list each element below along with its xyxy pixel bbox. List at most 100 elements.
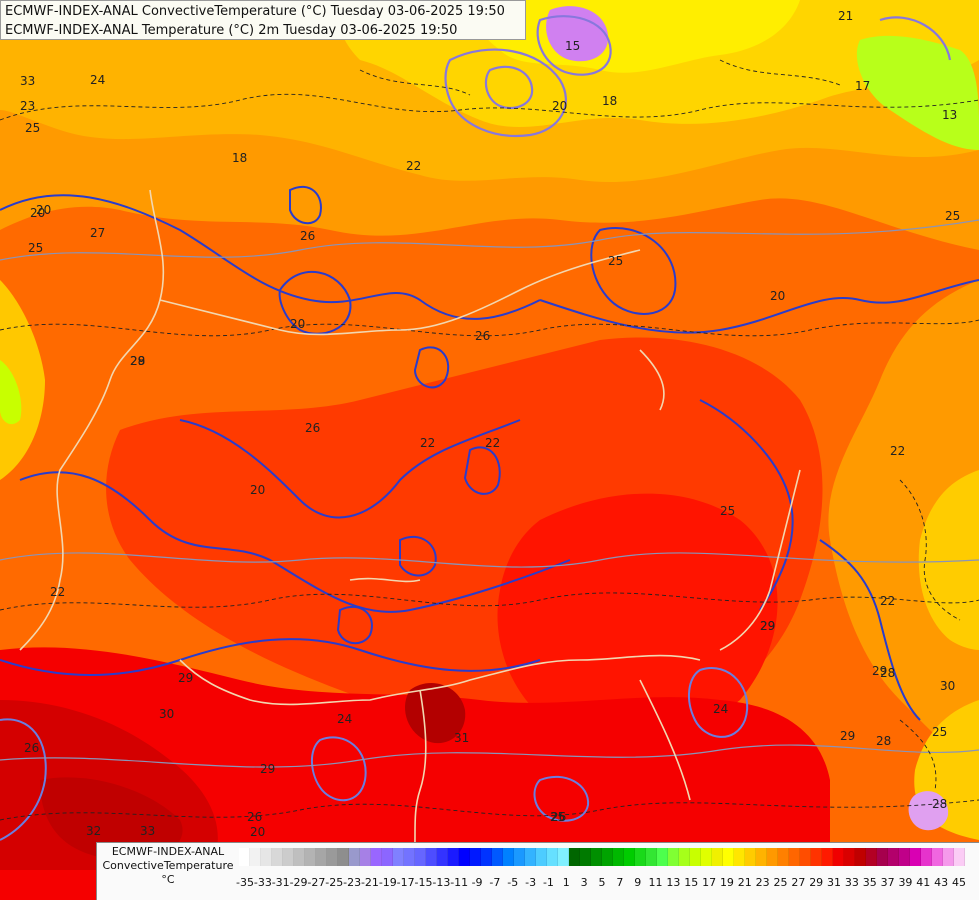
legend-swatch [393, 848, 404, 866]
legend-tick-label: 1 [562, 876, 570, 889]
legend-tick-label: 15 [684, 876, 699, 889]
legend-swatch [888, 848, 899, 866]
legend-swatch [470, 848, 481, 866]
contour-value-label: 25 [28, 241, 43, 255]
contour-value-label: 26 [551, 810, 566, 824]
contour-value-label: 26 [24, 741, 39, 755]
legend-tick-label: 5 [598, 876, 606, 889]
contour-value-label: 30 [940, 679, 955, 693]
contour-value-label: 26 [305, 421, 320, 435]
legend-swatch [624, 848, 635, 866]
legend-swatch [371, 848, 382, 866]
contour-value-label: 22 [406, 159, 421, 173]
field-east-yellow [918, 470, 979, 650]
contour-value-label: 25 [550, 810, 565, 824]
legend-swatch [580, 848, 591, 866]
legend-swatch [536, 848, 547, 866]
legend-tick-label: -5 [507, 876, 519, 889]
legend-tick-label: -1 [542, 876, 554, 889]
legend-swatch [899, 848, 910, 866]
legend-swatch [877, 848, 888, 866]
legend-swatch [316, 848, 327, 866]
legend-swatch [701, 848, 712, 866]
legend-swatch [800, 848, 811, 866]
legend-tick-label: -11 [450, 876, 469, 889]
legend-swatch [756, 848, 767, 866]
contour-value-label: 26 [300, 229, 315, 243]
contour-value-label: 23 [20, 99, 35, 113]
field-northeast-green [856, 35, 979, 150]
contour-value-label: 20 [290, 317, 305, 331]
legend-tick-label: 19 [719, 876, 734, 889]
map-title-box: ECMWF-INDEX-ANAL ConvectiveTemperature (… [0, 0, 526, 40]
legend-tick-label: 17 [702, 876, 717, 889]
legend-swatch [855, 848, 866, 866]
legend-swatch [283, 848, 294, 866]
legend-swatch [723, 848, 734, 866]
legend-swatch [844, 848, 855, 866]
legend-swatch [954, 848, 965, 866]
legend-swatch [382, 848, 393, 866]
contour-labels: 33 24232526182022211713151820252720262928… [20, 9, 960, 839]
legend-tick-label: 31 [827, 876, 842, 889]
contour-value-label: 28 [876, 734, 891, 748]
legend-tick-label: -29 [289, 876, 308, 889]
contour-value-label: 29 [840, 729, 855, 743]
legend-swatch [767, 848, 778, 866]
legend-swatch [668, 848, 679, 866]
legend-swatch [613, 848, 624, 866]
legend-tick-label: 41 [916, 876, 931, 889]
legend-swatch [338, 848, 349, 866]
legend-tick-label: -23 [343, 876, 362, 889]
contour-value-label: 29 [130, 354, 145, 368]
legend-swatch [657, 848, 668, 866]
contour-value-label: 29 [260, 762, 275, 776]
contour-value-label: 25 [720, 504, 735, 518]
legend-swatch [943, 848, 954, 866]
contour-value-label: 27 [90, 226, 105, 240]
convective-contours [444, 15, 952, 137]
field-east-orange [828, 280, 979, 780]
contour-value-label: 25 [945, 209, 960, 223]
legend-swatch [294, 848, 305, 866]
legend-swatch [437, 848, 448, 866]
legend-tick-label: 9 [634, 876, 642, 889]
legend-tick-label: 25 [773, 876, 788, 889]
contour-value-label: 22 [485, 436, 500, 450]
contour-value-label: 18 [602, 94, 617, 108]
contour-value-label: 32 [86, 824, 101, 838]
legend-swatch [404, 848, 415, 866]
legend-swatch [327, 848, 338, 866]
contour-value-label: 20 [770, 289, 785, 303]
legend-tick-label: 35 [862, 876, 877, 889]
legend-swatch [602, 848, 613, 866]
legend-swatch [448, 848, 459, 866]
field-center-red [497, 493, 778, 745]
legend-tick-label: 43 [934, 876, 949, 889]
contour-value-label: 15 [565, 39, 580, 53]
contour-value-label: 20 [36, 203, 51, 217]
field-southwest-deepred [40, 777, 183, 860]
field-west-green [0, 360, 22, 425]
contour-value-label: 18 [232, 151, 247, 165]
legend-tick-label: 39 [898, 876, 913, 889]
contour-value-label: 20 [552, 99, 567, 113]
contour-value-label: 20 [30, 206, 45, 220]
legend-unit: °C [161, 873, 175, 886]
contour-value-label: 31 [454, 731, 469, 745]
legend-tick-label: -3 [525, 876, 537, 889]
legend-swatch [272, 848, 283, 866]
legend-swatch [503, 848, 514, 866]
field-west-yellow [0, 280, 45, 480]
legend-tick-label: -21 [360, 876, 379, 889]
legend-swatch [712, 848, 723, 866]
legend-tick-label: 37 [880, 876, 895, 889]
contour-value-label: 29 [178, 671, 193, 685]
contour-value-label: 30 [159, 707, 174, 721]
legend-swatch [734, 848, 745, 866]
legend-tick-label: 23 [755, 876, 770, 889]
legend-swatch [481, 848, 492, 866]
field-southeast-purple [908, 791, 949, 831]
legend-swatch [778, 848, 789, 866]
